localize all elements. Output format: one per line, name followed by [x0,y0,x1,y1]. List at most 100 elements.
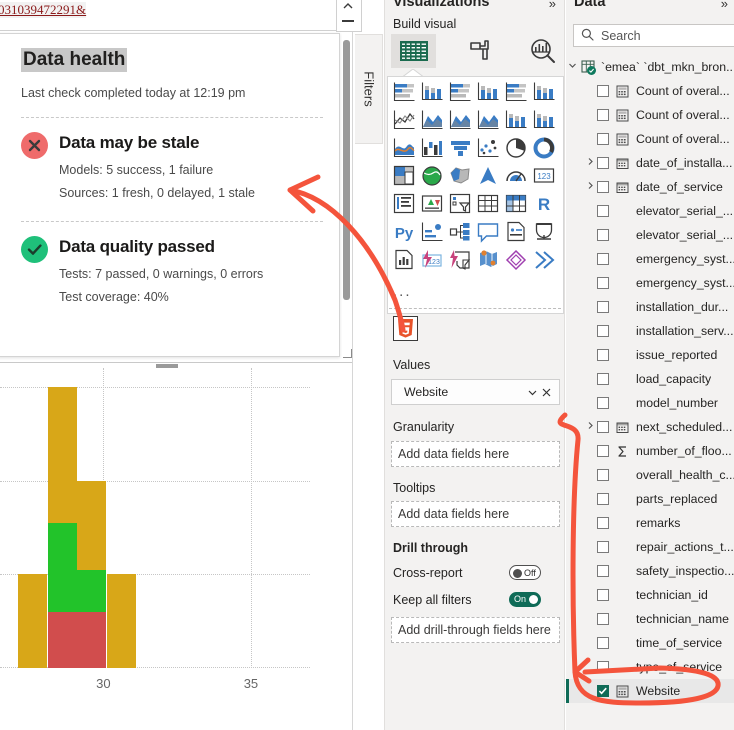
field-checkbox[interactable] [597,325,609,337]
field-checkbox[interactable] [597,133,609,145]
well-values[interactable]: Website [391,379,560,405]
chevron-down-icon[interactable] [525,385,539,399]
scorecard-icon[interactable] [533,249,557,273]
bar-segment-gold[interactable] [106,574,136,668]
field-row[interactable]: technician_id [566,583,734,607]
area-chart-icon[interactable] [421,109,445,133]
azure-map-icon[interactable] [477,165,501,189]
more-visuals-button[interactable]: ... [393,283,412,300]
r-script-visual-icon[interactable]: R [533,193,557,217]
well-granularity[interactable]: Add data fields here [391,441,560,467]
field-row[interactable]: emergency_syst... [566,247,734,271]
chevron-right-icon[interactable] [584,157,597,169]
bar-column[interactable] [77,480,107,668]
funnel-chart-icon[interactable] [449,137,473,161]
field-row[interactable]: remarks [566,511,734,535]
arcgis-maps-icon[interactable] [477,249,501,273]
chevron-double-right-icon[interactable]: » [548,0,556,11]
ribbon-chart-icon[interactable] [393,137,417,161]
bar-segment-green[interactable] [77,569,107,612]
filled-map-icon[interactable] [449,165,473,189]
bar-column[interactable] [106,574,136,668]
pie-chart-icon[interactable] [505,137,529,161]
paginated-report-icon[interactable] [393,249,417,273]
field-row[interactable]: date_of_installa... [566,151,734,175]
field-row[interactable]: overall_health_c... [566,463,734,487]
field-row[interactable]: load_capacity [566,367,734,391]
line-and-stacked-column-icon[interactable] [505,109,529,133]
well-tooltips[interactable]: Add data fields here [391,501,560,527]
field-checkbox[interactable] [597,205,609,217]
qna-visual-icon[interactable] [477,221,501,245]
field-row[interactable]: date_of_service [566,175,734,199]
map-icon[interactable] [421,165,445,189]
field-checkbox[interactable] [597,421,609,433]
field-row[interactable]: model_number [566,391,734,415]
field-checkbox[interactable] [597,613,609,625]
close-icon[interactable] [539,385,553,399]
bar-segment-gold[interactable] [47,386,77,523]
key-influencers-icon[interactable] [421,221,445,245]
slicer-icon[interactable] [449,193,473,217]
field-row[interactable]: safety_inspectio... [566,559,734,583]
custom-visual-html5-button[interactable] [393,316,418,341]
field-row[interactable]: next_scheduled... [566,415,734,439]
field-row[interactable]: parts_replaced [566,487,734,511]
field-row[interactable]: emergency_syst... [566,271,734,295]
field-checkbox[interactable] [597,253,609,265]
matrix-icon[interactable] [505,193,529,217]
azure-data-explorer-icon[interactable] [505,249,529,273]
field-checkbox[interactable] [597,541,609,553]
well-drill-through[interactable]: Add drill-through fields here [391,617,560,643]
field-checkbox[interactable] [597,397,609,409]
field-checkbox[interactable] [597,157,609,169]
chevron-up-icon[interactable] [342,0,354,10]
chevron-right-icon[interactable] [584,181,597,193]
field-row[interactable]: time_of_service [566,631,734,655]
field-checkbox[interactable] [597,301,609,313]
cross-report-toggle[interactable]: Off [509,565,541,580]
field-row[interactable]: repair_actions_t... [566,535,734,559]
field-checkbox[interactable] [597,349,609,361]
chevron-double-right-icon[interactable]: » [720,0,728,11]
card-resize-grip[interactable] [343,349,352,358]
field-row[interactable]: Count of overal... [566,79,734,103]
field-checkbox[interactable] [597,661,609,673]
field-row[interactable]: Website [566,679,734,703]
field-checkbox[interactable] [597,685,609,697]
chevron-down-icon[interactable] [566,61,579,73]
tab-build-fields[interactable] [391,34,436,68]
field-row[interactable]: type_of_service [566,655,734,679]
kpi-icon[interactable] [421,193,445,217]
card-scrollbar-thumb[interactable] [343,40,350,300]
100-stacked-column-chart-icon[interactable] [533,81,557,105]
bar-segment-red[interactable] [47,611,77,668]
field-row[interactable]: technician_name [566,607,734,631]
tab-analytics[interactable] [520,34,565,68]
keep-all-filters-toggle[interactable]: On [509,592,541,607]
donut-chart-icon[interactable] [533,137,557,161]
clustered-bar-chart-icon[interactable] [449,81,473,105]
field-row[interactable]: installation_dur... [566,295,734,319]
table-node[interactable]: `emea` `dbt_mkn_bron... [566,55,734,79]
field-row[interactable]: elevator_serial_... [566,199,734,223]
line-and-stacked-area-icon[interactable] [477,109,501,133]
metrics-icon[interactable] [533,221,557,245]
field-row[interactable]: installation_serv... [566,319,734,343]
card-icon[interactable]: 123 [533,165,557,189]
python-visual-icon[interactable]: Py [393,221,417,245]
tab-format[interactable] [457,34,502,68]
field-checkbox[interactable] [597,109,609,121]
stacked-column-chart-icon[interactable] [421,81,445,105]
treemap-icon[interactable] [393,165,417,189]
field-checkbox[interactable] [597,517,609,529]
field-checkbox[interactable] [597,85,609,97]
filters-pane-tab[interactable]: Filters [355,34,383,144]
field-row[interactable]: Count of overal... [566,103,734,127]
minimize-button[interactable] [340,14,356,26]
waterfall-chart-icon[interactable] [421,137,445,161]
chart-horizontal-scrollbar[interactable] [156,364,178,368]
field-row[interactable]: Count of overal... [566,127,734,151]
field-list[interactable]: `emea` `dbt_mkn_bron... Count of overal.… [566,55,734,730]
search-input[interactable]: Search [573,24,734,47]
